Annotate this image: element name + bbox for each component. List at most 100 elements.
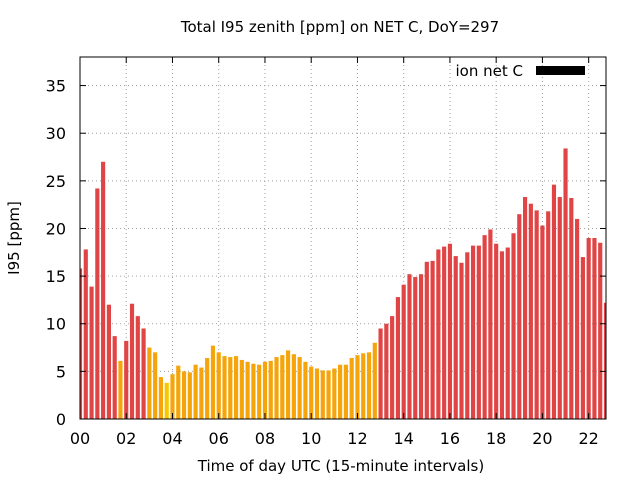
bar: [488, 229, 493, 419]
bar: [528, 203, 533, 419]
x-tick-label: 14: [394, 429, 414, 448]
bar: [268, 360, 273, 419]
bar: [245, 361, 250, 419]
bar: [540, 225, 545, 419]
x-tick-label: 18: [486, 429, 506, 448]
bar: [361, 353, 366, 419]
bar: [384, 323, 389, 419]
bar: [586, 238, 591, 419]
bar: [366, 352, 372, 419]
bar: [332, 368, 337, 419]
bar: [482, 235, 487, 419]
bar: [580, 257, 585, 419]
bar: [181, 371, 187, 419]
bar: [326, 370, 331, 419]
bar: [274, 357, 279, 419]
bar: [187, 372, 192, 419]
bar: [147, 347, 152, 419]
bar: [135, 316, 140, 419]
bar: [603, 302, 606, 419]
bar: [563, 148, 568, 419]
bar: [314, 368, 320, 419]
y-tick-label: 30: [46, 124, 66, 143]
bar: [453, 256, 458, 419]
bar: [297, 357, 302, 419]
bar: [205, 358, 210, 419]
bar: [349, 358, 354, 419]
bar: [286, 350, 291, 419]
bar: [494, 243, 499, 419]
bar: [517, 214, 522, 419]
x-tick-label: 12: [347, 429, 367, 448]
bar: [355, 355, 360, 419]
bar: [257, 364, 262, 419]
bar: [228, 357, 233, 419]
x-tick-label: 04: [162, 429, 182, 448]
bar: [459, 262, 464, 419]
chart-title: Total I95 zenith [ppm] on NET C, DoY=297: [180, 18, 499, 36]
bar: [164, 382, 169, 419]
x-tick-label: 02: [116, 429, 136, 448]
bar: [343, 364, 348, 419]
x-axis-label: Time of day UTC (15-minute intervals): [197, 457, 484, 475]
bar: [442, 246, 447, 419]
y-tick-label: 5: [56, 362, 66, 381]
bar: [193, 364, 198, 419]
bar: [592, 238, 597, 419]
bar: [569, 197, 574, 419]
bar: [222, 356, 227, 419]
bar: [124, 340, 129, 419]
x-tick-label: 16: [440, 429, 460, 448]
bar: [262, 361, 268, 419]
y-axis-ticks: 0 5 10 15 20 25 30 35: [46, 77, 606, 429]
bar: [499, 251, 505, 419]
bar: [158, 377, 164, 419]
bar: [141, 328, 146, 419]
y-tick-label: 15: [46, 267, 66, 286]
bar: [511, 233, 516, 419]
y-tick-label: 0: [56, 410, 66, 429]
bar: [407, 274, 412, 419]
bar: [378, 328, 383, 419]
plot-frame: [79, 56, 607, 420]
bar: [320, 370, 325, 419]
bar: [372, 342, 377, 419]
x-tick-label: 22: [578, 429, 598, 448]
bar: [447, 243, 453, 419]
bar: [291, 354, 296, 419]
bar: [112, 336, 117, 419]
bar: [424, 261, 429, 419]
y-tick-label: 10: [46, 315, 66, 334]
bar: [470, 245, 476, 419]
x-tick-label: 10: [301, 429, 321, 448]
bar: [170, 374, 175, 419]
legend-swatch: [536, 66, 585, 75]
bar: [418, 274, 424, 419]
legend-label: ion net C: [456, 62, 523, 80]
bar: [557, 197, 562, 419]
bar: [251, 363, 256, 419]
x-tick-label: 20: [532, 429, 552, 448]
bar: [413, 277, 418, 419]
bar: [338, 364, 343, 419]
y-tick-label: 25: [46, 172, 66, 191]
bar: [239, 359, 244, 419]
bar: [199, 367, 204, 419]
bar: [551, 184, 557, 419]
bar: [106, 304, 111, 419]
bar: [476, 245, 481, 419]
x-tick-label: 00: [70, 429, 90, 448]
bar: [233, 356, 239, 419]
x-tick-label: 08: [255, 429, 275, 448]
x-tick-label: 06: [209, 429, 229, 448]
y-tick-label: 20: [46, 219, 66, 238]
bar: [522, 197, 528, 419]
bar: [303, 361, 308, 419]
bar: [598, 242, 603, 419]
bar: [80, 268, 83, 419]
bar: [176, 365, 181, 419]
bar: [465, 252, 470, 419]
bar: [395, 297, 400, 419]
bar: [83, 249, 88, 419]
bar: [534, 210, 539, 419]
